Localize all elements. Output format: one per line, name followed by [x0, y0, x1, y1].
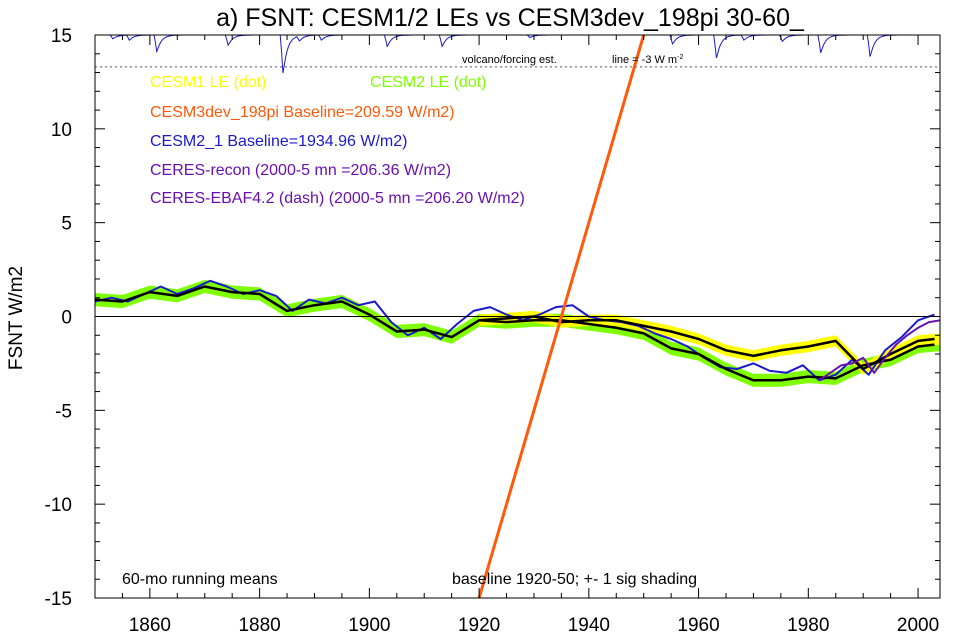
legend-cesm2: CESM2 LE (dot)	[370, 74, 486, 91]
x-tick-label: 1860	[129, 615, 171, 636]
series-line-3	[818, 319, 941, 382]
y-tick-label: 15	[51, 26, 72, 47]
y-axis-ticks: -15 -10 -5 0 5 10 15	[45, 26, 940, 610]
x-tick-label: 1920	[458, 615, 500, 636]
series-lines	[94, 279, 941, 382]
y-axis-label: FSNT W/m2	[6, 266, 27, 370]
running-mean-note: 60-mo running means	[122, 571, 278, 588]
y-tick-label: 10	[51, 120, 72, 141]
y-tick-label: -5	[55, 401, 72, 422]
line-label: line = -3 W m-2	[612, 54, 683, 66]
legend-cesm2-1: CESM2_1 Baseline=1934.96 W/m2)	[150, 133, 407, 150]
volcano-label: volcano/forcing est.	[462, 54, 557, 66]
legend-ceres-recon: CERES-recon (2000-5 mn =206.36 W/m2)	[150, 162, 451, 179]
legend-cesm1: CESM1 LE (dot)	[150, 74, 266, 91]
x-tick-label: 1900	[348, 615, 390, 636]
series-line-1	[94, 285, 935, 382]
x-axis-ticks: 1860 1880 1900 1920 1940 1960 1980 2000	[94, 35, 939, 636]
series-line-2	[479, 315, 935, 371]
x-tick-label: 1880	[238, 615, 280, 636]
baseline-note: baseline 1920-50; +- 1 sig shading	[452, 571, 697, 588]
legend: CESM1 LE (dot) CESM2 LE (dot) CESM3dev_1…	[150, 74, 525, 207]
y-tick-label: 0	[61, 308, 72, 329]
x-tick-label: 1940	[568, 615, 610, 636]
cesm3dev-line	[477, 34, 646, 599]
y-tick-label: 5	[61, 214, 72, 235]
line-label-superscript: -2	[677, 54, 683, 61]
x-tick-label: 2000	[897, 615, 939, 636]
legend-ceres-ebaf: CERES-EBAF4.2 (dash) (2000-5 mn =206.20 …	[150, 190, 525, 207]
chart-title: a) FSNT: CESM1/2 LEs vs CESM3dev_198pi 3…	[216, 4, 805, 32]
y-tick-label: -15	[45, 589, 72, 610]
x-tick-label: 1980	[787, 615, 829, 636]
y-tick-label: -10	[45, 495, 72, 516]
line-label-main: line = -3 W m	[612, 54, 677, 66]
legend-cesm3dev: CESM3dev_198pi Baseline=209.59 W/m2)	[150, 104, 455, 121]
x-tick-label: 1960	[677, 615, 719, 636]
